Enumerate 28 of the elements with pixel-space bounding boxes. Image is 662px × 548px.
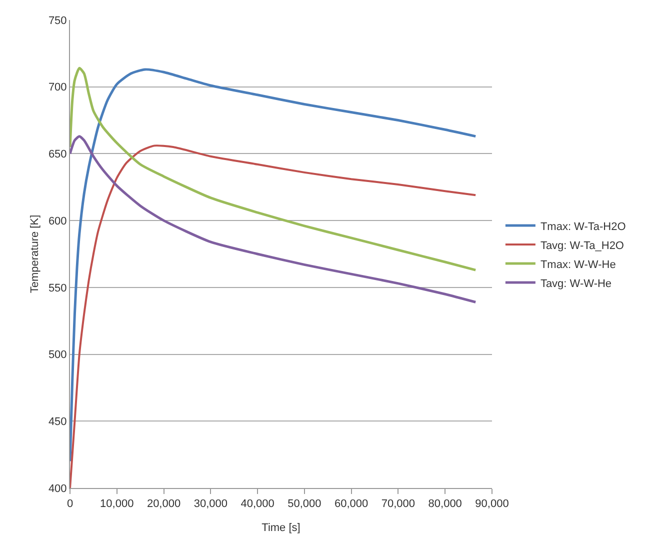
y-axis-title: Temperature [K] [29,214,41,294]
y-tick-label: 650 [48,148,67,161]
y-tick-label: 600 [48,215,67,228]
x-tick-label: 50,000 [288,498,322,510]
x-tick-label: 0 [66,498,74,510]
x-tick-label: 40,000 [240,498,274,510]
line-series [70,135,477,304]
x-tick-label: 80,000 [428,498,462,510]
legend-label: Tavg: W-W-He [540,278,612,290]
x-tick-label: 60,000 [334,498,368,510]
x-tick-label: 20,000 [146,498,181,510]
x-tick-label: 30,000 [194,498,228,510]
line-series [70,68,477,463]
y-tick-label: 700 [48,82,67,94]
x-tick-label: 70,000 [381,498,416,510]
y-tick-label: 550 [48,282,67,294]
x-axis-title: Time [s] [262,522,300,534]
line-series [70,66,477,272]
legend-label: Tmax: W-W-He [540,258,616,271]
y-tick-label: 400 [48,482,67,495]
line-series [70,144,477,488]
y-tick-label: 450 [48,416,67,428]
y-tick-label: 500 [48,349,67,362]
x-tick-label: 10,000 [100,498,134,510]
legend-label: Tmax: W-Ta-H2O [540,220,626,233]
y-tick-label: 750 [48,14,67,27]
legend-label: Tavg: W-Ta_H2O [540,240,624,252]
x-tick-label: 90,000 [475,498,509,510]
